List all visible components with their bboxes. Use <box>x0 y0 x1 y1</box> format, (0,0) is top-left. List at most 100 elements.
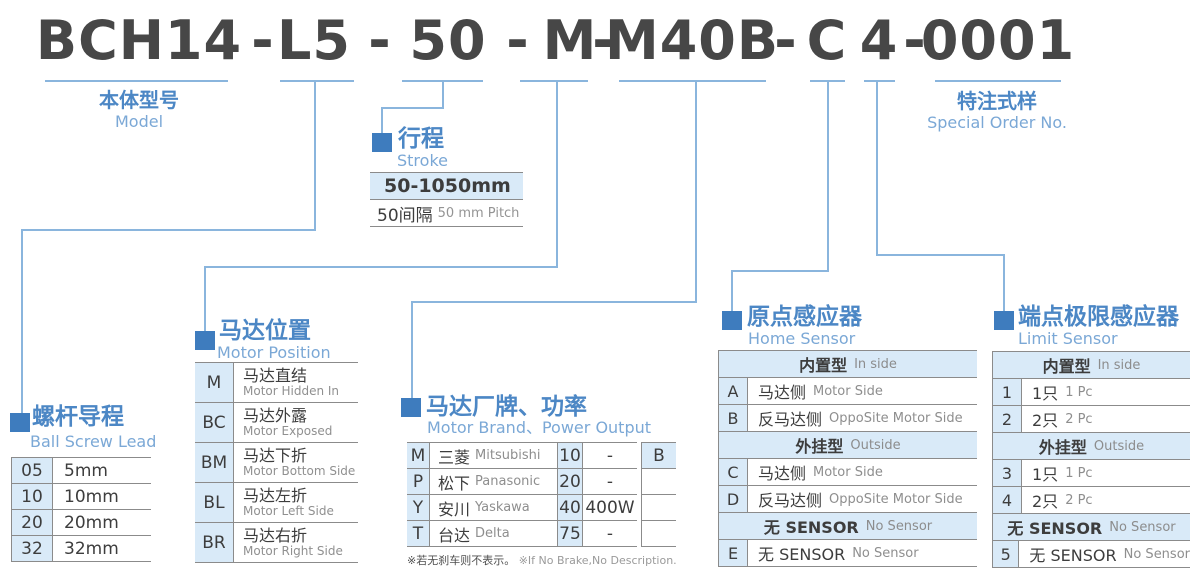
brand-row: T 台达 Delta 75 - <box>407 521 637 547</box>
connector-home <box>827 81 829 272</box>
position-desc-zh: 马达左折 <box>243 486 308 505</box>
position-code: M <box>195 363 234 402</box>
brand-row: P 松下 Panasonic 20 - <box>407 469 637 495</box>
lead-code: 05 <box>12 458 53 483</box>
sensor-code: 4 <box>993 487 1022 513</box>
brand-section-subtitle: Motor Brand、Power Output <box>427 418 652 437</box>
brand-section-marker <box>401 398 421 417</box>
connector-limit <box>1003 254 1005 311</box>
code-dash: - <box>368 9 392 72</box>
position-row: M 马达直结 Motor Hidden In <box>195 363 358 403</box>
sensor-desc-en: 1 Pc <box>1065 465 1093 481</box>
position-desc-en: Motor Hidden In <box>243 384 340 398</box>
connector-stroke <box>381 107 444 109</box>
sensor-desc-zh: 2只 <box>1032 492 1059 511</box>
position-table: M 马达直结 Motor Hidden In BC 马达外露 Motor Exp… <box>195 362 358 563</box>
model-label: 本体型号 Model <box>99 88 179 131</box>
brand-name-en: Panasonic <box>475 474 541 489</box>
group-header-zh: 内置型 <box>1042 357 1091 376</box>
stroke-range-value: 50-1050mm <box>384 175 511 197</box>
power-code: 40 <box>557 495 582 520</box>
power-value: - <box>582 469 637 494</box>
brand-code: Y <box>407 495 429 520</box>
underline-lead <box>280 80 354 82</box>
position-code: BC <box>195 403 234 442</box>
limit-sensor-row: 4 2只 2 Pc <box>993 487 1190 514</box>
position-desc-zh: 马达下折 <box>243 446 308 465</box>
group-header-zh: 无 SENSOR <box>763 518 859 537</box>
sensor-code: 1 <box>993 379 1022 405</box>
limit-sensor-row: 5 无 SENSOR No Sensor <box>993 541 1190 568</box>
lead-value: 5mm <box>64 460 108 481</box>
position-desc-zh: 马达右折 <box>243 526 308 545</box>
code-dash: - <box>903 9 927 72</box>
connector-lead <box>314 81 316 231</box>
group-header-zh: 内置型 <box>799 356 848 375</box>
home-sensor-section-title: 原点感应器 <box>747 304 862 330</box>
code-dash: - <box>251 9 275 72</box>
power-code: 20 <box>557 469 582 494</box>
connector-brand <box>695 81 697 303</box>
sensor-desc: 1只 1 Pc <box>1022 380 1093 404</box>
position-row: BL 马达左折 Motor Left Side <box>195 483 358 523</box>
brake-note-en: ※If No Brake,No Description. <box>518 554 677 567</box>
connector-home <box>731 270 829 272</box>
sensor-desc-en: Motor Side <box>813 383 883 399</box>
lead-code: 10 <box>12 484 53 509</box>
home-sensor-row: D 反马达侧 OppoSite Motor Side <box>719 486 977 513</box>
limit-sensor-group-header: 外挂型 Outside <box>993 433 1190 460</box>
connector-limit <box>876 254 1005 256</box>
lead-row: 05 5mm <box>12 458 151 484</box>
position-desc-zh: 马达直结 <box>243 366 308 385</box>
connector-limit <box>876 81 878 256</box>
brake-empty-cell <box>641 521 676 547</box>
limit-sensor-section-subtitle: Limit Sensor <box>1018 329 1118 348</box>
lead-section-title: 螺杆导程 <box>32 404 124 430</box>
brand-name-zh: 台达 <box>438 525 471 545</box>
code-segment-brand: M40B <box>604 9 780 72</box>
underline-position <box>520 80 588 82</box>
brand-name-en: Yaskawa <box>475 500 530 515</box>
position-desc: 马达右折 Motor Right Side <box>234 527 343 558</box>
lead-code: 20 <box>12 510 53 535</box>
sensor-desc: 马达侧 Motor Side <box>748 379 883 403</box>
stroke-table: 50-1050mm 50间隔 50 mm Pitch <box>370 172 523 227</box>
power-value: - <box>582 443 637 468</box>
sensor-desc: 1只 1 Pc <box>1022 461 1093 485</box>
brand-name-zh: 三菱 <box>438 447 471 467</box>
sensor-desc-zh: 反马达侧 <box>758 410 823 429</box>
brand-name: 安川 Yaskawa <box>429 495 557 520</box>
position-desc-en: Motor Right Side <box>243 544 343 558</box>
sensor-desc-en: OppoSite Motor Side <box>829 491 963 507</box>
code-segment-limit: 4 <box>859 9 899 72</box>
position-desc: 马达直结 Motor Hidden In <box>234 367 339 398</box>
brake-column: B <box>641 442 676 547</box>
sensor-desc-en: 2 Pc <box>1065 411 1093 427</box>
position-desc: 马达外露 Motor Exposed <box>234 407 332 438</box>
connector-stroke <box>381 107 383 134</box>
sensor-desc: 无 SENSOR No Sensor <box>1019 542 1190 566</box>
position-row: BM 马达下折 Motor Bottom Side <box>195 443 358 483</box>
special-order-label-en: Special Order No. <box>927 113 1067 132</box>
sensor-code: D <box>719 486 748 512</box>
position-row: BR 马达右折 Motor Right Side <box>195 523 358 563</box>
connector-lead <box>21 229 316 231</box>
brand-code: P <box>407 469 429 494</box>
code-segment-position: M <box>542 9 598 72</box>
sensor-code: C <box>719 459 748 485</box>
brand-section-title: 马达厂牌、功率 <box>426 394 587 420</box>
position-desc: 马达左折 Motor Left Side <box>234 487 334 518</box>
position-code: BM <box>195 443 234 482</box>
brand-name: 松下 Panasonic <box>429 469 557 494</box>
brand-name-en: Mitsubishi <box>475 448 541 463</box>
position-code: BL <box>195 483 234 522</box>
brake-empty-cell <box>641 469 676 495</box>
stroke-section-title: 行程 <box>398 126 444 152</box>
group-header-zh: 外挂型 <box>795 437 844 456</box>
sensor-desc: 反马达侧 OppoSite Motor Side <box>748 487 963 511</box>
code-dash: - <box>774 9 798 72</box>
limit-sensor-section-title: 端点极限感应器 <box>1018 304 1179 330</box>
brand-code: M <box>407 443 429 468</box>
sensor-desc: 反马达侧 OppoSite Motor Side <box>748 406 963 430</box>
